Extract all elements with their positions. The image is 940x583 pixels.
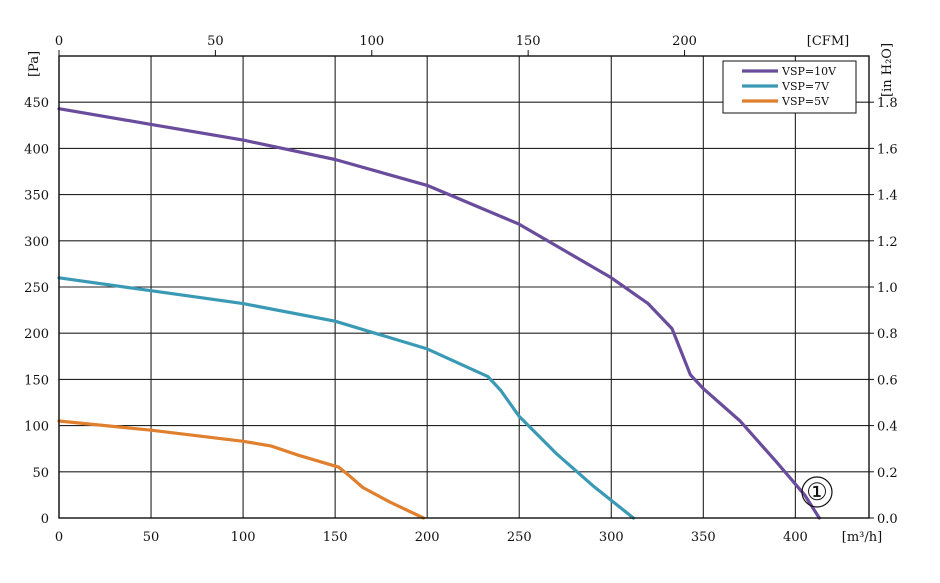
x-tick-label: 350 — [691, 530, 716, 545]
series-line-1 — [57, 276, 635, 520]
right-tick-label: 0.8 — [877, 327, 898, 342]
annotation-circle — [801, 476, 833, 508]
curve-marker-annotation: ① — [806, 478, 828, 506]
right-tick-label: 0.0 — [877, 512, 898, 527]
x-axis-label: [m³/h] — [842, 530, 882, 545]
top-tick-label: 0 — [55, 34, 63, 49]
y-tick-label: 300 — [24, 235, 49, 250]
y-tick-label: 350 — [24, 189, 49, 204]
series-line-0 — [57, 107, 821, 520]
top-tick-label: 150 — [516, 34, 541, 49]
series-lines — [57, 107, 821, 520]
top-tick-label: 200 — [672, 34, 697, 49]
right-tick-label: 1.4 — [877, 189, 898, 204]
right-tick-label: 0.2 — [877, 466, 898, 481]
y-tick-label: 50 — [32, 466, 49, 481]
right-tick-label: 1.6 — [877, 142, 898, 157]
y-tick-label: 250 — [24, 281, 49, 296]
legend-label: VSP=10V — [781, 65, 837, 78]
top-axis-label: [CFM] — [807, 34, 849, 49]
right-axis-label: [in H₂O] — [880, 43, 895, 97]
y-tick-label: 400 — [24, 142, 49, 157]
series-line-2 — [57, 419, 426, 520]
x-tick-label: 0 — [55, 530, 63, 545]
y-tick-label: 100 — [24, 420, 49, 435]
x-tick-label: 400 — [783, 530, 808, 545]
x-tick-label: 200 — [415, 530, 440, 545]
y-tick-label: 0 — [41, 512, 49, 527]
top-tick-label: 100 — [359, 34, 384, 49]
right-tick-label: 0.4 — [877, 420, 898, 435]
right-tick-label: 1.0 — [877, 281, 898, 296]
y-tick-label: 450 — [24, 96, 49, 111]
y-tick-label: 200 — [24, 327, 49, 342]
legend-label: VSP=7V — [781, 80, 830, 93]
legend: VSP=10V VSP=7V VSP=5V — [722, 60, 857, 114]
x-tick-label: 250 — [507, 530, 532, 545]
x-tick-label: 100 — [231, 530, 256, 545]
top-tick-label: 50 — [207, 34, 224, 49]
right-tick-label: 0.6 — [877, 373, 898, 388]
y-tick-label: 150 — [24, 373, 49, 388]
right-tick-label: 1.2 — [877, 235, 898, 250]
tick-labels: 0 50 100 150 200 250 300 350 400 0 50 100 150 200 250 3… — [24, 34, 898, 545]
x-tick-label: 300 — [599, 530, 624, 545]
right-tick-label: 1.8 — [877, 96, 898, 111]
x-tick-label: 50 — [143, 530, 160, 545]
legend-label: VSP=5V — [781, 95, 830, 108]
x-tick-label: 150 — [323, 530, 348, 545]
y-axis-label: [Pa] — [27, 51, 42, 77]
